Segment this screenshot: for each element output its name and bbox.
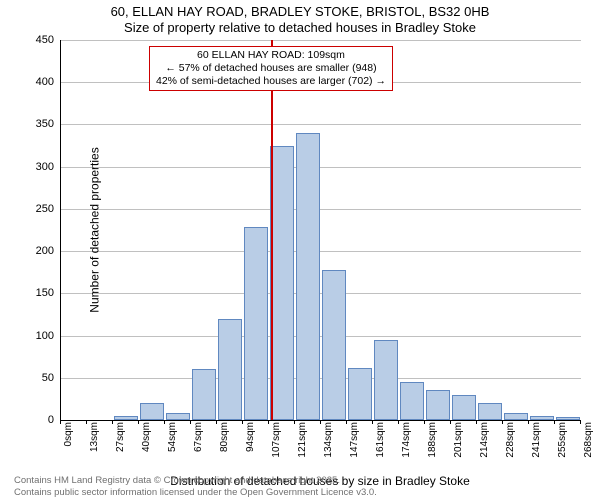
y-tick-label: 400: [24, 76, 54, 88]
title-line-1: 60, ELLAN HAY ROAD, BRADLEY STOKE, BRIST…: [0, 4, 600, 20]
histogram-bar: [530, 416, 555, 420]
x-tick-label: 268sqm: [583, 422, 594, 470]
gridline: [61, 40, 581, 41]
x-tick-mark: [216, 420, 217, 424]
x-tick-label: 121sqm: [297, 422, 308, 470]
histogram-bar: [218, 319, 243, 420]
x-tick-mark: [268, 420, 269, 424]
x-tick-label: 54sqm: [167, 422, 178, 470]
x-tick-label: 107sqm: [271, 422, 282, 470]
credit-line-2: Contains public sector information licen…: [14, 487, 377, 498]
property-annotation: 60 ELLAN HAY ROAD: 109sqm← 57% of detach…: [149, 46, 393, 91]
gridline: [61, 124, 581, 125]
x-tick-label: 201sqm: [453, 422, 464, 470]
x-tick-label: 228sqm: [505, 422, 516, 470]
title-line-2: Size of property relative to detached ho…: [0, 20, 600, 36]
annotation-line-1: 60 ELLAN HAY ROAD: 109sqm: [156, 49, 386, 62]
y-tick-label: 450: [24, 34, 54, 46]
y-tick-label: 100: [24, 330, 54, 342]
x-tick-label: 80sqm: [219, 422, 230, 470]
x-tick-mark: [294, 420, 295, 424]
x-tick-label: 241sqm: [531, 422, 542, 470]
x-tick-label: 134sqm: [323, 422, 334, 470]
x-tick-label: 147sqm: [349, 422, 360, 470]
x-tick-mark: [86, 420, 87, 424]
x-tick-label: 214sqm: [479, 422, 490, 470]
histogram-bar: [270, 146, 295, 420]
x-tick-label: 188sqm: [427, 422, 438, 470]
x-tick-label: 255sqm: [557, 422, 568, 470]
x-tick-mark: [60, 420, 61, 424]
histogram-bar: [192, 369, 217, 420]
x-tick-label: 27sqm: [115, 422, 126, 470]
property-marker-line: [271, 40, 273, 420]
gridline: [61, 209, 581, 210]
annotation-line-2: ← 57% of detached houses are smaller (94…: [156, 62, 386, 75]
x-tick-mark: [112, 420, 113, 424]
x-tick-mark: [242, 420, 243, 424]
y-tick-label: 0: [24, 414, 54, 426]
x-tick-mark: [190, 420, 191, 424]
gridline: [61, 167, 581, 168]
x-tick-label: 0sqm: [63, 422, 74, 470]
histogram-bar: [400, 382, 425, 420]
histogram-bar: [296, 133, 321, 420]
x-tick-label: 67sqm: [193, 422, 204, 470]
x-tick-mark: [138, 420, 139, 424]
x-tick-mark: [554, 420, 555, 424]
y-tick-label: 200: [24, 245, 54, 257]
annotation-line-3: 42% of semi-detached houses are larger (…: [156, 75, 386, 88]
credit-text: Contains HM Land Registry data © Crown c…: [14, 475, 377, 498]
histogram-bar: [426, 390, 451, 420]
x-tick-label: 13sqm: [89, 422, 100, 470]
y-axis-label: Number of detached properties: [88, 147, 102, 312]
x-tick-label: 94sqm: [245, 422, 256, 470]
chart-area: 60 ELLAN HAY ROAD: 109sqm← 57% of detach…: [60, 40, 580, 420]
x-tick-mark: [320, 420, 321, 424]
histogram-bar: [322, 270, 347, 420]
gridline: [61, 251, 581, 252]
x-tick-mark: [450, 420, 451, 424]
histogram-bar: [114, 416, 139, 420]
x-tick-mark: [580, 420, 581, 424]
x-tick-mark: [424, 420, 425, 424]
histogram-bar: [504, 413, 529, 420]
x-tick-mark: [398, 420, 399, 424]
y-tick-label: 350: [24, 118, 54, 130]
credit-line-1: Contains HM Land Registry data © Crown c…: [14, 475, 377, 486]
histogram-bar: [140, 403, 165, 420]
x-tick-label: 174sqm: [401, 422, 412, 470]
x-tick-label: 161sqm: [375, 422, 386, 470]
x-tick-mark: [164, 420, 165, 424]
histogram-bar: [556, 417, 581, 420]
x-tick-mark: [476, 420, 477, 424]
histogram-bar: [374, 340, 399, 420]
x-tick-label: 40sqm: [141, 422, 152, 470]
y-tick-label: 50: [24, 372, 54, 384]
y-tick-label: 300: [24, 161, 54, 173]
histogram-bar: [244, 227, 269, 420]
histogram-bar: [166, 413, 191, 420]
x-tick-mark: [528, 420, 529, 424]
chart-title: 60, ELLAN HAY ROAD, BRADLEY STOKE, BRIST…: [0, 0, 600, 37]
y-tick-label: 250: [24, 203, 54, 215]
plot-region: 60 ELLAN HAY ROAD: 109sqm← 57% of detach…: [60, 40, 581, 421]
histogram-bar: [452, 395, 477, 420]
x-tick-mark: [502, 420, 503, 424]
x-tick-mark: [372, 420, 373, 424]
y-tick-label: 150: [24, 287, 54, 299]
histogram-bar: [478, 403, 503, 420]
x-tick-mark: [346, 420, 347, 424]
histogram-bar: [348, 368, 373, 420]
